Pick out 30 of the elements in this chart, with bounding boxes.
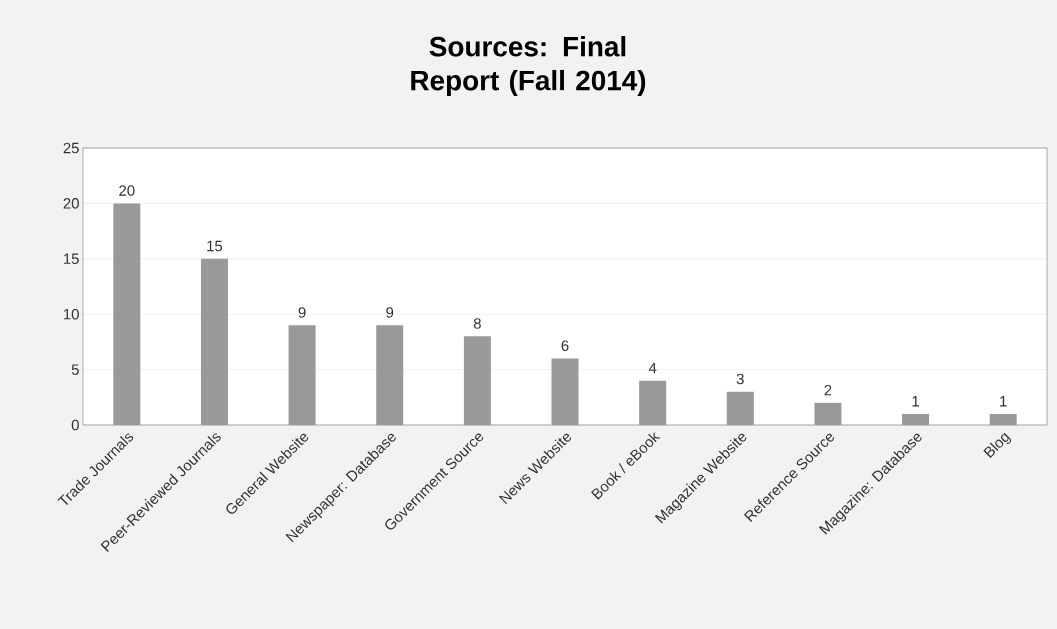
bar <box>989 413 1017 425</box>
bar <box>113 203 141 425</box>
data-label: 20 <box>119 185 135 196</box>
data-label: 3 <box>736 373 744 385</box>
bar <box>639 380 667 425</box>
data-label: 2 <box>824 384 832 396</box>
y-tick-label: 20 <box>63 198 79 209</box>
chart-title: Sources: Final Report (Fall 2014) <box>411 36 646 96</box>
data-label: 1 <box>912 396 919 407</box>
data-label: 6 <box>561 340 569 351</box>
bar <box>726 391 754 425</box>
y-tick-label: 5 <box>71 364 79 375</box>
y-tick-label: 15 <box>64 253 79 265</box>
bar <box>551 358 579 425</box>
y-tick-label: 0 <box>71 419 79 431</box>
bar <box>288 325 316 425</box>
bar <box>814 402 842 425</box>
bar <box>902 413 930 425</box>
bar <box>463 336 491 425</box>
data-label: 8 <box>473 318 481 329</box>
y-tick-label: 25 <box>63 142 79 154</box>
data-label: 9 <box>386 307 394 318</box>
data-label: 4 <box>648 362 657 374</box>
data-label: 1 <box>1000 396 1007 407</box>
x-tick-label: Blog <box>983 432 1012 458</box>
data-label: 15 <box>207 240 223 252</box>
bar <box>200 258 228 425</box>
bar <box>376 325 404 425</box>
data-label: 9 <box>298 307 306 318</box>
y-tick-label: 10 <box>64 308 79 320</box>
